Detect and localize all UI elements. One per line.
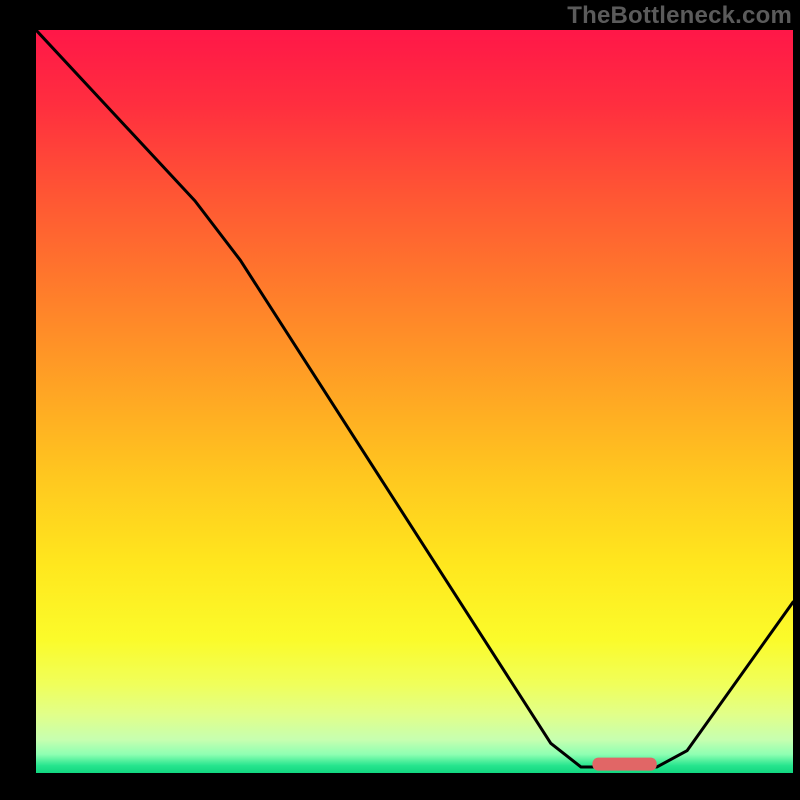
bottleneck-chart — [0, 0, 800, 800]
watermark-text: TheBottleneck.com — [567, 2, 792, 30]
optimal-marker — [592, 758, 656, 771]
chart-container: TheBottleneck.com — [0, 0, 800, 800]
plot-background — [36, 30, 793, 773]
